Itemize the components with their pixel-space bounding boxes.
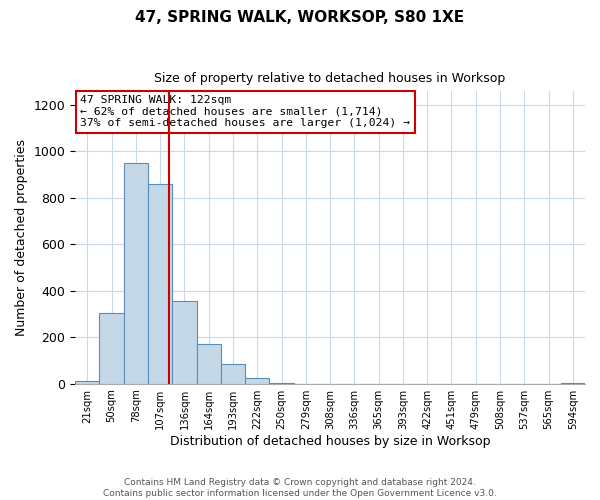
Bar bbox=[100, 313, 124, 384]
Bar bbox=[148, 184, 172, 384]
Bar bbox=[75, 382, 100, 384]
Text: 47 SPRING WALK: 122sqm
← 62% of detached houses are smaller (1,714)
37% of semi-: 47 SPRING WALK: 122sqm ← 62% of detached… bbox=[80, 95, 410, 128]
Title: Size of property relative to detached houses in Worksop: Size of property relative to detached ho… bbox=[154, 72, 506, 86]
Bar bbox=[245, 378, 269, 384]
Bar bbox=[269, 382, 293, 384]
Bar bbox=[561, 383, 585, 384]
Bar bbox=[197, 344, 221, 384]
X-axis label: Distribution of detached houses by size in Worksop: Distribution of detached houses by size … bbox=[170, 434, 490, 448]
Text: 47, SPRING WALK, WORKSOP, S80 1XE: 47, SPRING WALK, WORKSOP, S80 1XE bbox=[136, 10, 464, 25]
Y-axis label: Number of detached properties: Number of detached properties bbox=[15, 139, 28, 336]
Bar bbox=[221, 364, 245, 384]
Bar bbox=[124, 163, 148, 384]
Bar bbox=[172, 301, 197, 384]
Text: Contains HM Land Registry data © Crown copyright and database right 2024.
Contai: Contains HM Land Registry data © Crown c… bbox=[103, 478, 497, 498]
